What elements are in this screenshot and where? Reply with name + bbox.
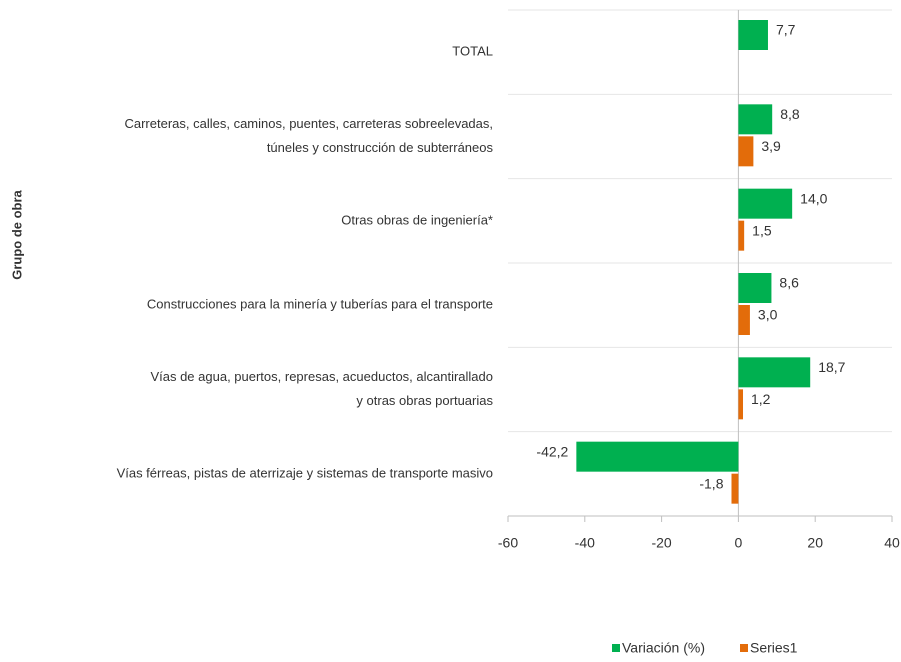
- x-tick-label: 20: [807, 535, 823, 551]
- category-label: y otras obras portuarias: [356, 393, 493, 408]
- value-label: 14,0: [800, 190, 827, 206]
- value-label: -42,2: [536, 443, 568, 459]
- bar: [738, 305, 750, 335]
- value-label: 3,0: [758, 307, 778, 323]
- legend-swatch: [612, 644, 620, 652]
- category-label: Vías de agua, puertos, represas, acueduc…: [150, 369, 493, 384]
- category-label: Carreteras, calles, caminos, puentes, ca…: [124, 116, 493, 131]
- y-axis-title: Grupo de obra: [9, 189, 24, 279]
- x-tick-label: -40: [575, 535, 595, 551]
- category-label: TOTAL: [452, 44, 493, 59]
- x-tick-label: -60: [498, 535, 518, 551]
- value-label: 18,7: [818, 359, 845, 375]
- value-label: 1,5: [752, 222, 772, 238]
- x-tick-label: 0: [735, 535, 743, 551]
- category-label: Otras obras de ingeniería*: [341, 212, 493, 227]
- value-label: 1,2: [751, 391, 771, 407]
- value-label: 8,6: [779, 275, 799, 291]
- value-label: -1,8: [699, 475, 723, 491]
- bar: [738, 273, 772, 303]
- bar: [738, 389, 744, 420]
- legend-label: Variación (%): [622, 640, 705, 656]
- bar: [738, 136, 754, 167]
- bar: [731, 473, 739, 504]
- category-label: Construcciones para la minería y tubería…: [147, 297, 493, 312]
- bar: [738, 357, 811, 388]
- bar: [576, 441, 739, 472]
- bar: [738, 220, 745, 251]
- category-label: túneles y construcción de subterráneos: [267, 140, 494, 155]
- value-label: 3,9: [761, 138, 781, 154]
- value-label: 8,8: [780, 106, 800, 122]
- x-tick-label: -20: [651, 535, 671, 551]
- bar: [738, 104, 773, 135]
- bar: [738, 188, 793, 219]
- legend-swatch: [740, 644, 748, 652]
- legend-label: Series1: [750, 640, 798, 656]
- category-label: Vías férreas, pistas de aterrizaje y sis…: [117, 465, 493, 480]
- value-label: 7,7: [776, 22, 796, 38]
- x-tick-label: 40: [884, 535, 900, 551]
- bar: [738, 20, 768, 50]
